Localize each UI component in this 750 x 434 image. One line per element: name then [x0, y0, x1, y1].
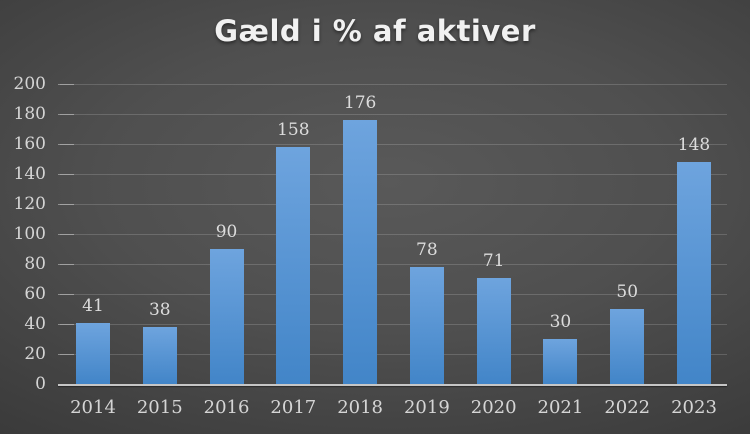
- x-axis-label-2015: 2015: [136, 397, 183, 418]
- y-tick-mark: [58, 84, 74, 85]
- gridline: [60, 294, 727, 295]
- x-axis-label-2017: 2017: [270, 397, 317, 418]
- gridline: [60, 234, 727, 235]
- gridline: [60, 354, 727, 355]
- y-axis-label: 20: [24, 344, 46, 364]
- x-axis-label-2019: 2019: [403, 397, 450, 418]
- data-label-2018: 176: [343, 93, 377, 113]
- y-axis-label: 0: [35, 374, 46, 394]
- y-axis-label: 160: [13, 134, 46, 154]
- y-tick-mark: [58, 324, 74, 325]
- gridline: [60, 264, 727, 265]
- y-axis-label: 200: [13, 74, 46, 94]
- data-label-2017: 158: [277, 120, 310, 140]
- y-axis-label: 40: [24, 314, 46, 334]
- gridline: [60, 204, 727, 205]
- x-axis-label-2020: 2020: [470, 397, 517, 418]
- y-tick-mark: [58, 174, 74, 175]
- data-label-2020: 71: [482, 250, 505, 271]
- gridline: [60, 114, 727, 115]
- data-label-2014: 41: [82, 295, 104, 316]
- y-tick-mark: [58, 114, 74, 115]
- x-axis-label-2023: 2023: [671, 397, 717, 418]
- x-axis-label-2022: 2022: [604, 397, 651, 418]
- bar-2015: [142, 327, 177, 384]
- bar-2019: [409, 267, 444, 384]
- y-axis-label: 120: [13, 194, 46, 214]
- data-label-2016: 90: [215, 222, 238, 242]
- data-label-2022: 50: [616, 282, 639, 302]
- bar-2020: [476, 277, 511, 384]
- gridline: [60, 174, 727, 175]
- gridline: [60, 84, 727, 85]
- y-tick-mark: [58, 204, 74, 205]
- bar-2016: [209, 249, 244, 384]
- x-axis-line: [58, 384, 727, 386]
- x-axis-label-2021: 2021: [537, 397, 584, 418]
- bar-2014: [76, 322, 110, 384]
- x-axis-label-2014: 2014: [70, 397, 116, 418]
- bar-2023: [677, 162, 711, 384]
- y-axis-label: 180: [13, 104, 46, 124]
- bar-2018: [343, 120, 378, 384]
- y-axis-label: 140: [13, 164, 46, 184]
- y-axis-label: 80: [24, 254, 46, 274]
- data-label-2015: 38: [148, 300, 171, 320]
- x-axis-label-2018: 2018: [337, 397, 384, 418]
- y-tick-mark: [58, 354, 74, 355]
- gridline: [60, 324, 727, 325]
- y-tick-mark: [58, 294, 74, 295]
- data-label-2019: 78: [416, 240, 438, 260]
- x-axis-label-2016: 2016: [203, 397, 250, 418]
- chart-title: Gæld i % af aktiver: [214, 14, 536, 48]
- y-tick-mark: [58, 144, 74, 145]
- y-tick-mark: [58, 234, 74, 235]
- y-axis-label: 100: [13, 224, 46, 244]
- data-label-2023: 148: [677, 135, 711, 155]
- y-axis-label: 60: [24, 284, 46, 304]
- gridline: [60, 144, 727, 145]
- y-tick-mark: [58, 264, 74, 265]
- bar-2017: [276, 147, 311, 384]
- bar-2021: [543, 339, 578, 384]
- bar-2022: [610, 309, 645, 384]
- data-label-2021: 30: [549, 312, 572, 332]
